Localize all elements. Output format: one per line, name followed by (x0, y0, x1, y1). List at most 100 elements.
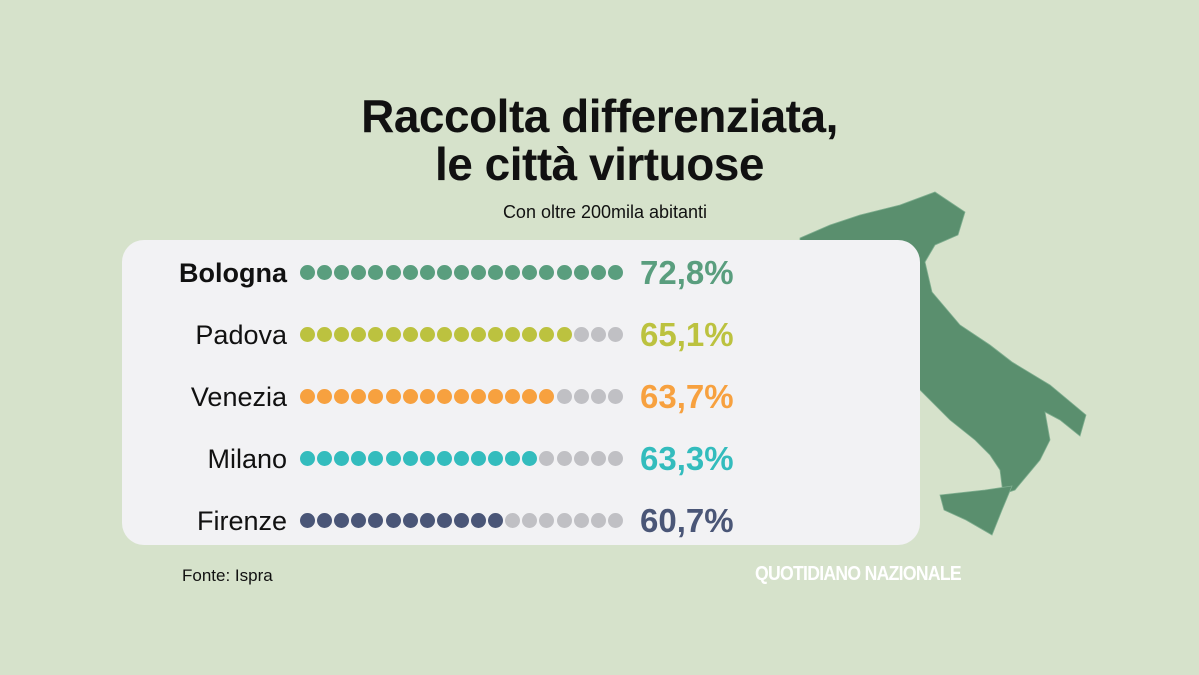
filled-dot (419, 513, 435, 528)
subtitle: Con oltre 200mila abitanti (502, 202, 708, 222)
filled-dot (453, 513, 469, 528)
empty-dot (505, 513, 521, 528)
filled-dot (488, 389, 504, 404)
filled-dot (402, 389, 418, 404)
filled-dot (436, 265, 452, 280)
filled-dot (539, 389, 555, 404)
filled-dot (351, 451, 367, 466)
empty-dot (539, 513, 555, 528)
row-venezia: Venezia 63,7% (122, 376, 920, 416)
filled-dot (419, 389, 435, 404)
chart-panel: Bologna 72,8% Padova 65,1% Venezia 63,7% Milan… (122, 240, 920, 545)
filled-dot (368, 389, 384, 404)
empty-dot (573, 513, 589, 528)
filled-dot (351, 389, 367, 404)
title-line-2: le città virtuose (435, 138, 764, 190)
filled-dot (436, 513, 452, 528)
filled-dot (334, 265, 350, 280)
filled-dot (556, 327, 572, 342)
filled-dot (317, 513, 333, 528)
filled-dot (522, 265, 538, 280)
filled-dot (471, 451, 486, 466)
filled-dot (522, 451, 538, 466)
percentage-label: 72,8% (640, 254, 734, 291)
filled-dot (368, 513, 384, 528)
filled-dot (471, 327, 486, 342)
filled-dot (351, 265, 367, 280)
filled-dot (334, 513, 350, 528)
filled-dot (590, 265, 606, 280)
empty-dot (539, 451, 555, 466)
percentage-label: 60,7% (640, 502, 734, 539)
empty-dot (607, 327, 623, 342)
source: Fonte: Ispra (182, 566, 273, 585)
filled-dot (539, 327, 555, 342)
filled-dot (488, 451, 504, 466)
filled-dot (402, 451, 418, 466)
filled-dot (300, 389, 315, 404)
filled-dot (351, 513, 367, 528)
percentage-label: 63,7% (640, 378, 734, 415)
sicily (939, 485, 1013, 536)
filled-dot (556, 265, 572, 280)
filled-dot (419, 265, 435, 280)
empty-dot (607, 451, 623, 466)
filled-dot (453, 265, 469, 280)
city-label: Venezia (190, 382, 287, 412)
title-line-1: Raccolta differenziata, (361, 90, 838, 142)
empty-dot (522, 513, 538, 528)
filled-dot (402, 327, 418, 342)
filled-dot (453, 327, 469, 342)
filled-dot (402, 513, 418, 528)
city-label: Firenze (196, 506, 287, 536)
row-padova: Padova 65,1% (122, 314, 920, 354)
filled-dot (385, 513, 401, 528)
city-label: Bologna (179, 258, 287, 288)
filled-dot (453, 389, 469, 404)
filled-dot (505, 327, 521, 342)
filled-dot (436, 451, 452, 466)
filled-dot (334, 389, 350, 404)
filled-dot (505, 265, 521, 280)
filled-dot (385, 327, 401, 342)
filled-dot (488, 327, 504, 342)
filled-dot (300, 451, 315, 466)
filled-dot (368, 327, 384, 342)
filled-dot (385, 265, 401, 280)
title: Raccolta differenziata, le città virtuose (0, 92, 1199, 188)
filled-dot (573, 265, 589, 280)
filled-dot (488, 513, 504, 528)
percentage-label: 63,3% (640, 440, 734, 477)
filled-dot (317, 265, 333, 280)
city-label: Milano (207, 444, 287, 474)
filled-dot (453, 451, 469, 466)
filled-dot (300, 513, 315, 528)
empty-dot (573, 389, 589, 404)
filled-dot (419, 327, 435, 342)
filled-dot (368, 265, 384, 280)
filled-dot (402, 265, 418, 280)
filled-dot (300, 327, 315, 342)
filled-dot (351, 327, 367, 342)
empty-dot (556, 451, 572, 466)
filled-dot (471, 513, 486, 528)
filled-dot (419, 451, 435, 466)
filled-dot (317, 327, 333, 342)
filled-dot (471, 265, 486, 280)
filled-dot (607, 265, 623, 280)
filled-dot (505, 451, 521, 466)
empty-dot (590, 451, 606, 466)
empty-dot (556, 513, 572, 528)
empty-dot (556, 389, 572, 404)
filled-dot (436, 327, 452, 342)
filled-dot (436, 389, 452, 404)
percentage-label: 65,1% (640, 316, 734, 353)
empty-dot (590, 327, 606, 342)
row-firenze: Firenze 60,7% (122, 500, 920, 540)
row-bologna: Bologna 72,8% (122, 252, 920, 292)
filled-dot (471, 389, 486, 404)
empty-dot (590, 389, 606, 404)
filled-dot (317, 389, 333, 404)
empty-dot (607, 513, 623, 528)
filled-dot (300, 265, 315, 280)
